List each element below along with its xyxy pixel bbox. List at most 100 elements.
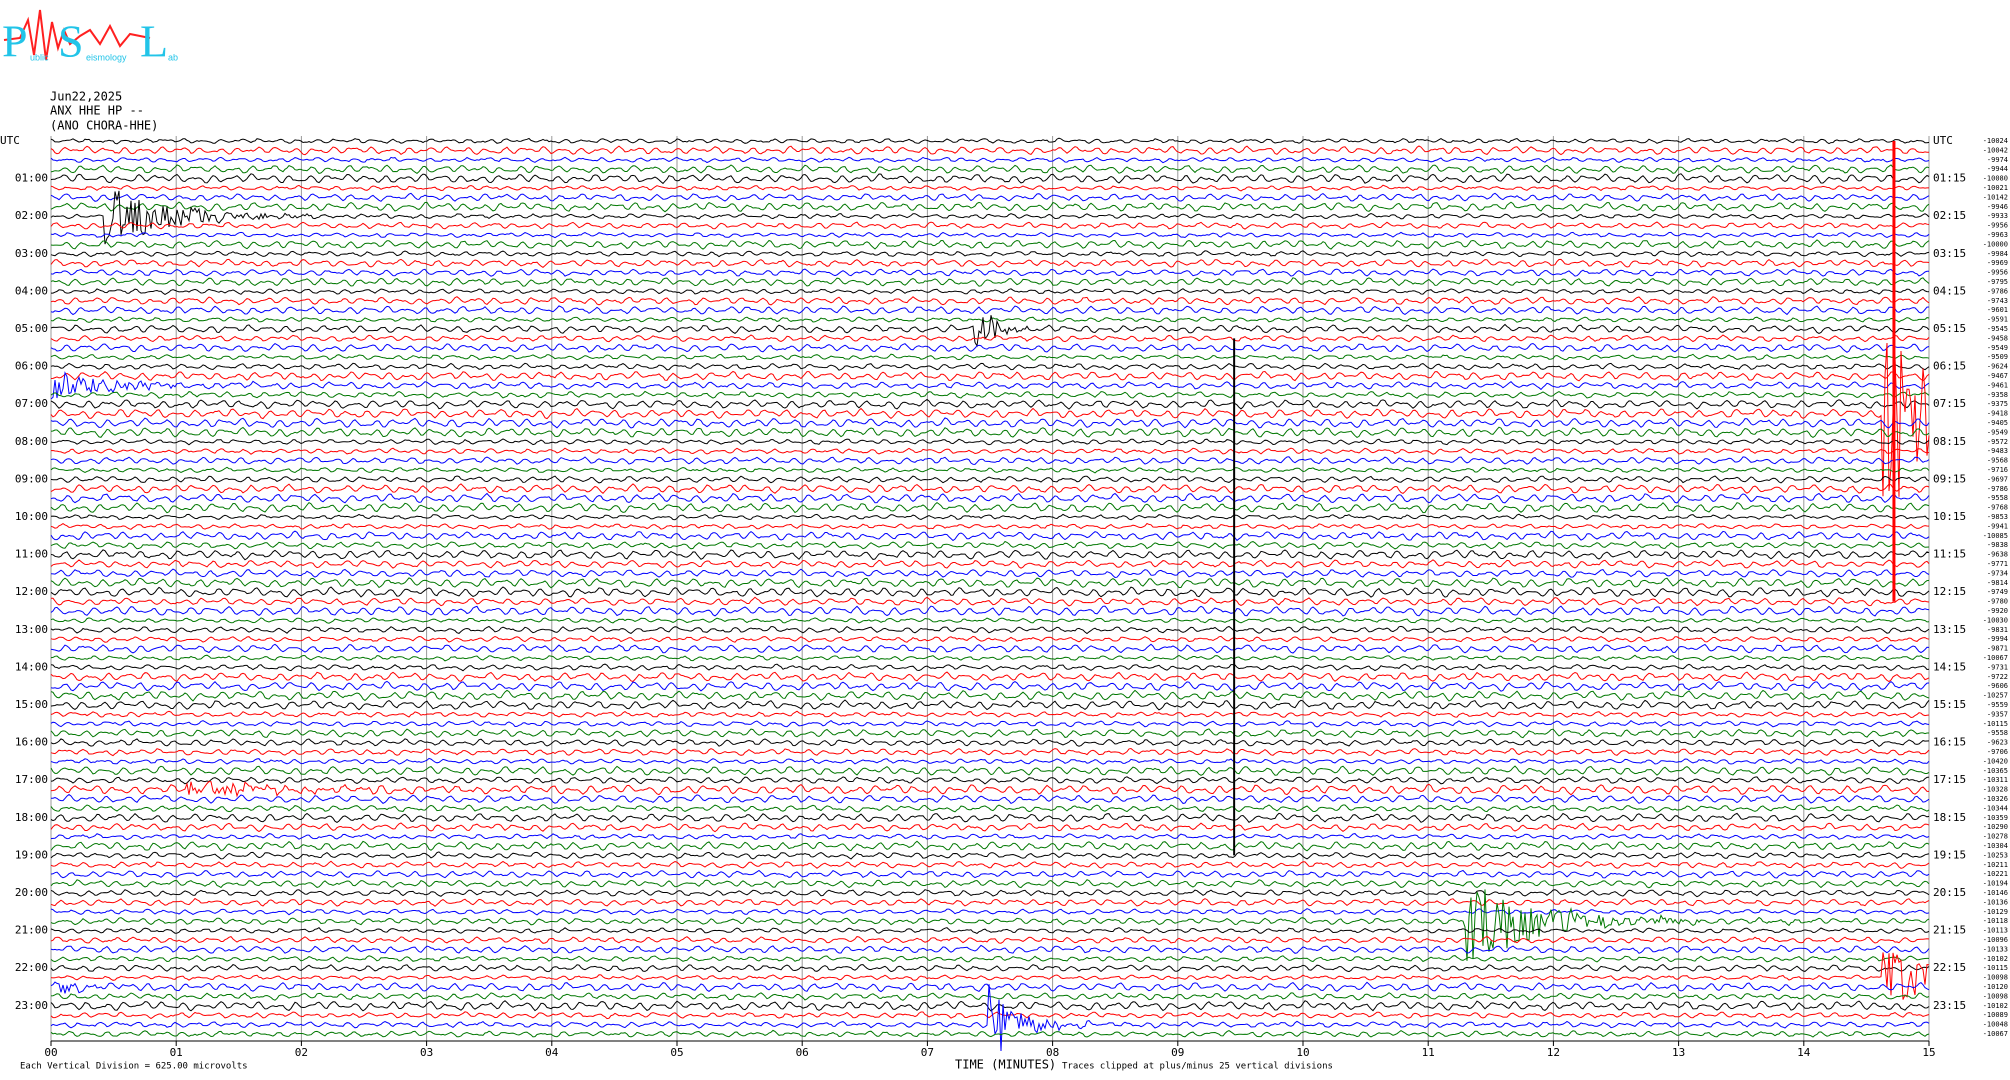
trace	[50, 370, 1930, 382]
trace	[50, 776, 1930, 785]
row-offset: -9558	[1987, 494, 2008, 502]
trace	[50, 342, 1930, 353]
row-time-label: 04:00	[15, 284, 48, 297]
trace	[50, 699, 1930, 711]
x-tick-label: 04	[545, 1046, 559, 1059]
trace	[50, 190, 1930, 245]
trace	[50, 164, 1930, 175]
row-offset: -9871	[1987, 645, 2008, 653]
row-offset: -9568	[1987, 457, 2008, 465]
row-offset: -10120	[1983, 983, 2008, 991]
row-offset: -9771	[1987, 560, 2008, 568]
row-offset: -10118	[1983, 917, 2008, 925]
trace	[50, 812, 1930, 823]
x-tick-label: 12	[1547, 1046, 1560, 1059]
row-offset: -10344	[1983, 804, 2008, 812]
row-time-label: 03:00	[15, 247, 48, 260]
logo-wave	[3, 9, 151, 61]
row-offset: -10098	[1983, 992, 2008, 1000]
row-time-label: 07:00	[15, 397, 48, 410]
row-offset: -9734	[1987, 569, 2008, 577]
trace	[50, 371, 1930, 400]
row-offset: -9933	[1987, 212, 2008, 220]
row-offset: -10129	[1983, 908, 2008, 916]
row-offset: -9418	[1987, 410, 2008, 418]
row-time-label: 01:00	[15, 172, 48, 185]
row-time-label: 08:15	[1933, 435, 1966, 448]
x-tick-label: 00	[44, 1046, 57, 1059]
row-time-label: 20:00	[15, 886, 48, 899]
trace	[50, 296, 1930, 306]
trace	[50, 964, 1930, 973]
row-offset: -10146	[1983, 889, 2008, 897]
row-offset: -9969	[1987, 259, 2008, 267]
trace	[50, 952, 1930, 1000]
row-offset: -9638	[1987, 551, 2008, 559]
trace	[50, 137, 1930, 145]
row-offset: -10278	[1983, 833, 2008, 841]
row-offset: -9716	[1987, 466, 2008, 474]
x-tick-label: 11	[1422, 1046, 1435, 1059]
row-offset: -10328	[1983, 786, 2008, 794]
row-offset: -10042	[1983, 146, 2008, 154]
row-offset: -9814	[1987, 579, 2008, 587]
trace	[50, 447, 1930, 455]
row-time-label: 03:15	[1933, 247, 1966, 260]
row-offset: -10142	[1983, 193, 2008, 201]
trace	[50, 927, 1930, 935]
row-time-label: 06:15	[1933, 360, 1966, 373]
trace	[50, 568, 1930, 579]
trace	[50, 513, 1930, 521]
row-offset: -10194	[1983, 880, 2008, 888]
trace	[50, 268, 1930, 277]
row-time-label: 20:15	[1933, 886, 1966, 899]
trace	[50, 305, 1930, 316]
row-offset: -9994	[1987, 635, 2008, 643]
row-offset: -10021	[1983, 184, 2008, 192]
trace	[50, 501, 1930, 514]
trace	[50, 689, 1930, 702]
x-tick-label: 14	[1797, 1046, 1811, 1059]
row-offset: -9768	[1987, 504, 2008, 512]
trace	[50, 908, 1930, 916]
row-time-label: 21:15	[1933, 924, 1966, 937]
trace	[50, 417, 1930, 429]
trace	[50, 353, 1930, 361]
row-offset: -10115	[1983, 964, 2008, 972]
row-offset: -10098	[1983, 974, 2008, 982]
row-time-label: 11:15	[1933, 548, 1966, 561]
row-offset: -10290	[1983, 823, 2008, 831]
trace	[50, 483, 1930, 494]
logo: P ublic S eismology L ab	[2, 9, 178, 67]
trace	[50, 466, 1930, 474]
trace	[50, 671, 1930, 683]
scale-note: Each Vertical Division = 625.00 microvol…	[20, 1062, 248, 1072]
trace	[50, 738, 1930, 748]
row-offset: -9722	[1987, 673, 2008, 681]
trace	[50, 605, 1930, 617]
trace	[50, 878, 1930, 889]
x-tick-label: 06	[796, 1046, 809, 1059]
trace	[50, 540, 1930, 550]
row-time-label: 10:00	[15, 510, 48, 523]
trace	[50, 643, 1930, 654]
trace	[50, 145, 1930, 156]
row-time-label: 09:00	[15, 472, 48, 485]
row-time-label: 05:15	[1933, 322, 1966, 335]
row-offset: -9956	[1987, 269, 2008, 277]
row-offset: -9956	[1987, 222, 2008, 230]
row-time-label: 23:15	[1933, 999, 1966, 1012]
trace	[50, 804, 1930, 813]
row-time-label: 09:15	[1933, 472, 1966, 485]
trace	[50, 156, 1930, 164]
row-offset: -10133	[1983, 945, 2008, 953]
traces	[50, 137, 1930, 1052]
row-offset: -10085	[1983, 532, 2008, 540]
row-offset: -10221	[1983, 870, 2008, 878]
x-tick-label: 05	[670, 1046, 683, 1059]
row-offset: -9375	[1987, 400, 2008, 408]
row-offset: -9920	[1987, 607, 2008, 615]
trace	[51, 288, 1930, 295]
row-offset: -9944	[1987, 165, 2008, 173]
row-time-label: 04:15	[1933, 284, 1966, 297]
